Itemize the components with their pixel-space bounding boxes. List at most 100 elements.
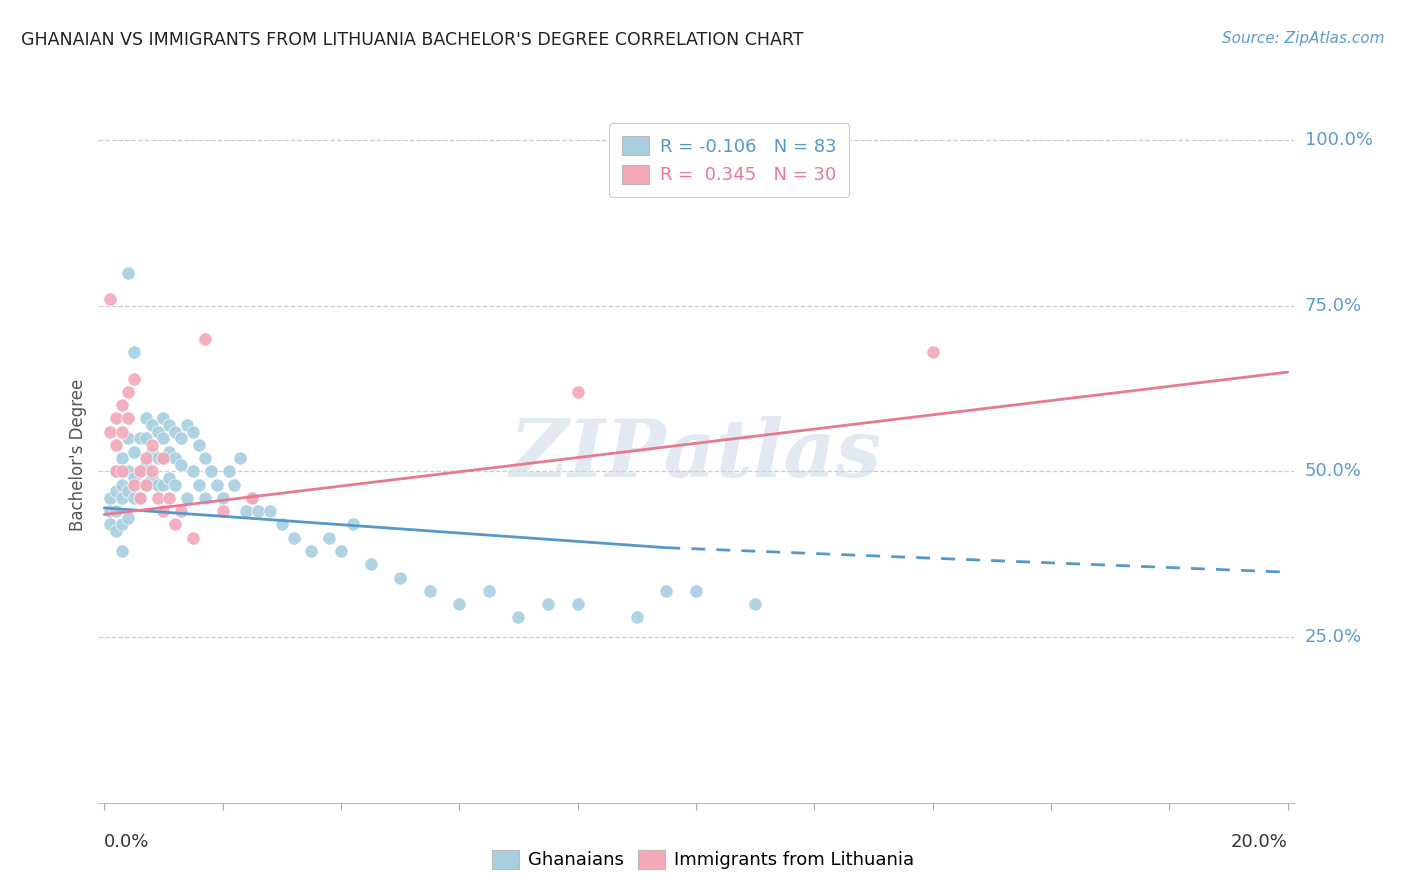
Point [135,431,157,445]
Point [152,477,174,491]
Point [98,292,121,306]
Point [122,345,145,359]
Point [117,266,139,280]
Point [240,491,263,505]
Point [165,517,187,532]
Point [105,438,128,452]
Text: 75.0%: 75.0% [1305,297,1362,315]
Point [105,484,128,499]
Point [98,504,121,518]
Point [128,465,150,479]
Point [200,465,222,479]
Point [105,504,128,518]
Point [157,444,180,458]
Point [146,491,169,505]
Y-axis label: Bachelor's Degree: Bachelor's Degree [69,379,87,531]
Point [744,597,766,611]
Point [205,477,228,491]
Point [152,431,174,445]
Point [135,451,157,466]
Point [128,491,150,505]
Point [194,332,217,346]
Point [105,524,128,538]
Point [157,471,180,485]
Point [229,451,252,466]
Text: GHANAIAN VS IMMIGRANTS FROM LITHUANIA BACHELOR'S DEGREE CORRELATION CHART: GHANAIAN VS IMMIGRANTS FROM LITHUANIA BA… [21,31,804,49]
Point [170,431,193,445]
Text: 20.0%: 20.0% [1230,832,1288,851]
Point [117,411,139,425]
Point [240,491,263,505]
Point [567,384,589,399]
Point [176,491,198,505]
Point [165,451,187,466]
Point [122,471,145,485]
Point [128,491,150,505]
Point [478,583,501,598]
Point [152,504,174,518]
Point [152,451,174,466]
Point [188,438,211,452]
Point [111,398,134,412]
Point [105,465,128,479]
Point [176,418,198,433]
Point [921,345,943,359]
Point [165,477,187,491]
Point [224,477,246,491]
Point [135,477,157,491]
Text: ZIPatlas: ZIPatlas [510,417,882,493]
Point [567,597,589,611]
Point [111,451,134,466]
Point [141,418,163,433]
Point [235,504,257,518]
Point [537,597,560,611]
Point [111,465,134,479]
Point [170,504,193,518]
Point [135,411,157,425]
Point [128,431,150,445]
Point [141,444,163,458]
Point [111,517,134,532]
Point [141,465,163,479]
Point [270,517,292,532]
Point [157,418,180,433]
Point [188,477,211,491]
Point [98,517,121,532]
Point [360,558,382,572]
Point [181,425,204,439]
Point [128,465,150,479]
Point [111,465,134,479]
Point [194,491,217,505]
Point [247,504,270,518]
Point [449,597,471,611]
Point [141,471,163,485]
Point [318,531,340,545]
Point [111,425,134,439]
Point [111,491,134,505]
Point [98,491,121,505]
Point [218,465,240,479]
Point [152,451,174,466]
Point [685,583,707,598]
Point [135,458,157,472]
Point [117,465,139,479]
Point [157,491,180,505]
Point [194,451,217,466]
Point [181,531,204,545]
Point [165,425,187,439]
Point [111,544,134,558]
Point [105,411,128,425]
Point [141,438,163,452]
Text: 100.0%: 100.0% [1305,131,1372,149]
Point [152,411,174,425]
Point [655,583,678,598]
Point [98,425,121,439]
Point [146,425,169,439]
Point [211,491,233,505]
Point [283,531,305,545]
Legend: Ghanaians, Immigrants from Lithuania: Ghanaians, Immigrants from Lithuania [482,840,924,879]
Point [146,451,169,466]
Point [419,583,441,598]
Point [170,458,193,472]
Point [508,610,530,624]
